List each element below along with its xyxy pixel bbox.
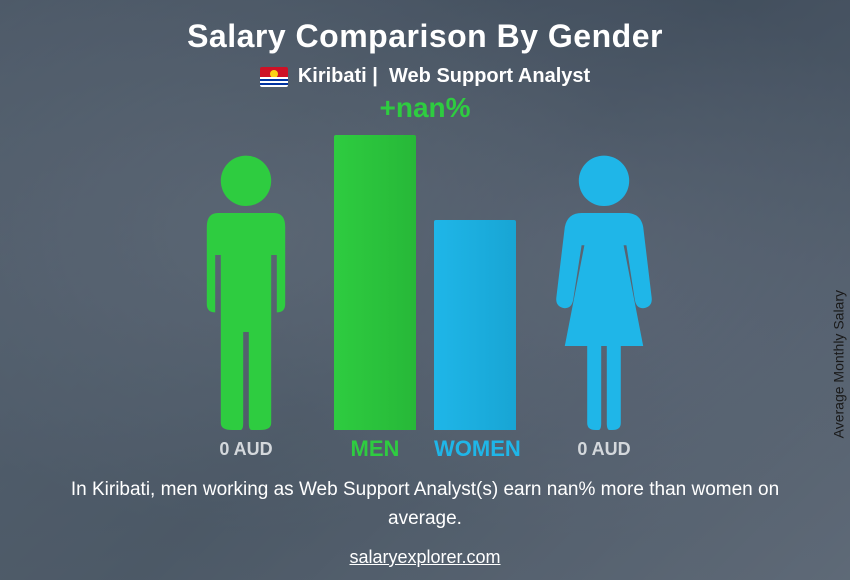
subtitle-separator: |	[372, 65, 378, 87]
percent-difference-label: +nan%	[379, 92, 470, 124]
female-bar-wrap	[434, 96, 516, 430]
female-person-icon	[534, 150, 674, 430]
infographic-container: Salary Comparison By Gender Kiribati | W…	[0, 0, 850, 580]
male-bar	[334, 135, 416, 430]
female-category-label: WOMEN	[434, 436, 516, 462]
labels-row: 0 AUD MEN WOMEN 0 AUD	[40, 436, 810, 462]
role-label: Web Support Analyst	[389, 65, 590, 87]
male-category-label: MEN	[334, 436, 416, 462]
female-value-label: 0 AUD	[534, 439, 674, 460]
footer-source: salaryexplorer.com	[349, 547, 500, 568]
male-person-icon	[176, 150, 316, 430]
female-figure-wrap	[534, 96, 674, 430]
country-label: Kiribati	[298, 65, 367, 87]
y-axis-label: Average Monthly Salary	[830, 290, 846, 438]
male-bar-wrap	[334, 96, 416, 430]
summary-text: In Kiribati, men working as Web Support …	[65, 476, 785, 533]
kiribati-flag-icon	[260, 67, 288, 87]
subtitle-text: Kiribati | Web Support Analyst	[298, 65, 590, 88]
female-bar	[434, 220, 516, 430]
subtitle-row: Kiribati | Web Support Analyst	[260, 65, 590, 88]
male-figure-wrap	[176, 96, 316, 430]
male-value-label: 0 AUD	[176, 439, 316, 460]
chart-area: +nan%	[40, 96, 810, 430]
page-title: Salary Comparison By Gender	[187, 18, 663, 55]
